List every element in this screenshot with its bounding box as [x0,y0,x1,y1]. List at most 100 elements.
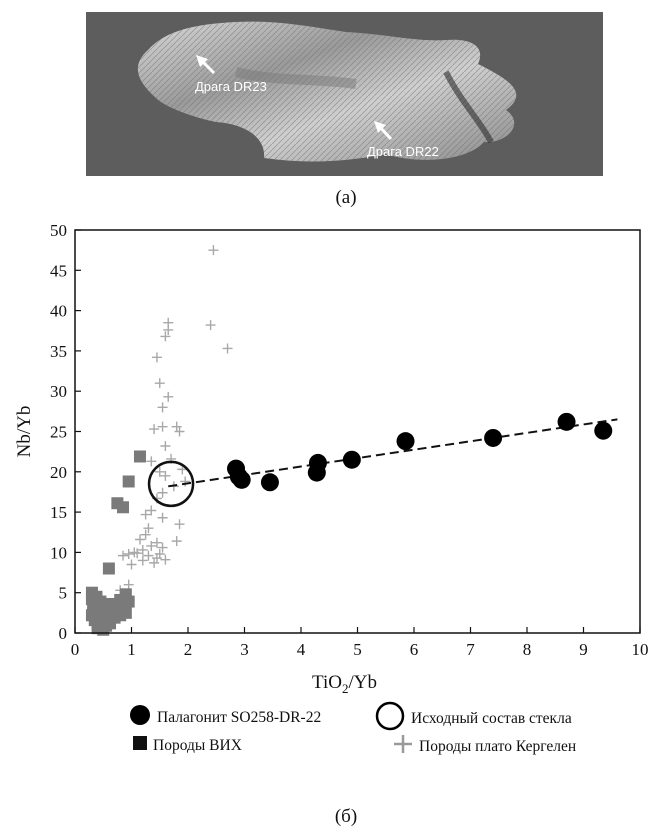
kerguelen-point [171,536,182,547]
kerguelen-point [151,537,162,548]
kerguelen-point [140,529,151,540]
x-tick-label: 9 [579,640,588,659]
palagonite-point [307,463,326,482]
kerguelen-point [132,548,143,559]
kerguelen-point [146,505,157,516]
kerguelen-point [157,487,168,498]
kerguelen-point [157,542,168,553]
filled-circle-icon [129,704,151,731]
y-tick-label: 0 [59,624,68,643]
chart-legend: Палагонит SO258-DR-22 Исходный состав ст… [0,700,652,780]
palagonite-point [342,450,361,469]
open-circle-icon [375,701,405,736]
y-tick-label: 20 [50,463,67,482]
y-tick-label: 5 [59,584,68,603]
vih-point [102,562,115,575]
palagonite-point [594,421,613,440]
palagonite-point [232,470,251,489]
kerguelen-point [160,331,171,342]
kerguelen-point [160,441,171,452]
square-icon [133,736,147,755]
bathymetry-map: Драга DR23 Драга DR22 [86,12,603,176]
y-tick-label: 40 [50,302,67,321]
panel-b-caption: (б) [334,806,358,827]
kerguelen-point [154,378,165,389]
kerguelen-point [140,509,151,520]
relief-shape [137,21,517,162]
y-tick-label: 15 [50,503,67,522]
y-tick-label: 35 [50,342,67,361]
kerguelen-point [134,534,145,545]
x-tick-label: 6 [410,640,419,659]
kerguelen-point [123,549,134,560]
palagonite-point [484,428,503,447]
x-axis-title: TiO2/Yb [312,672,377,695]
kerguelen-point [146,540,157,551]
kerguelen-point [146,456,157,467]
vih-point [122,595,135,608]
legend-item-initial-glass: Исходный состав стекла [375,701,572,736]
kerguelen-point [118,550,129,561]
x-tick-label: 2 [184,640,193,659]
y-tick-label: 30 [50,382,67,401]
x-tick-label: 3 [240,640,249,659]
legend-label-initial-glass: Исходный состав стекла [411,709,572,727]
palagonite-point [396,432,415,451]
vih-point [122,475,135,488]
kerguelen-point [154,466,165,477]
legend-item-vih: Породы ВИХ [133,736,242,755]
kerguelen-point [160,554,171,565]
x-tick-label: 10 [632,640,649,659]
y-tick-label: 45 [50,261,67,280]
legend-label-vih: Породы ВИХ [153,736,242,754]
y-axis-title: Nb/Yb [14,406,35,458]
kerguelen-point [174,426,185,437]
vih-point [117,501,130,514]
kerguelen-point [180,476,191,487]
kerguelen-point [143,523,154,534]
legend-item-kerguelen: Породы плато Кергелен [393,734,576,759]
y-tick-label: 50 [50,221,67,240]
legend-label-kerguelen: Породы плато Кергелен [419,737,577,755]
palagonite-point [260,473,279,492]
kerguelen-point [157,402,168,413]
kerguelen-point [163,324,174,335]
kerguelen-point [157,421,168,432]
kerguelen-point [137,555,148,566]
kerguelen-point [149,557,160,568]
kerguelen-point [208,245,219,256]
vih-point [90,590,103,603]
legend-item-palagonite: Палагонит SO258-DR-22 [129,704,321,731]
x-tick-label: 7 [466,640,475,659]
dredge-dr23-label: Драга DR23 [195,79,267,94]
dredge-dr22-label: Драга DR22 [367,144,439,159]
kerguelen-point [151,352,162,363]
legend-label-palagonite: Палагонит SO258-DR-22 [157,708,322,726]
kerguelen-point [222,343,233,354]
kerguelen-point [143,550,154,561]
x-tick-label: 0 [71,640,80,659]
y-tick-label: 25 [50,423,67,442]
kerguelen-point [163,391,174,402]
plot-frame [74,229,641,634]
palagonite-point [557,412,576,431]
kerguelen-point [126,559,137,570]
vih-point [133,450,146,463]
x-tick-label: 8 [523,640,532,659]
kerguelen-point [137,544,148,555]
vih-point [104,617,117,630]
kerguelen-point [205,320,216,331]
panel-a-caption: (а) [335,187,357,208]
x-tick-label: 4 [297,640,306,659]
kerguelen-point [149,424,160,435]
kerguelen-point [160,470,171,481]
x-tick-label: 1 [127,640,136,659]
kerguelen-point [157,512,168,523]
x-tick-label: 5 [353,640,362,659]
kerguelen-point [123,579,134,590]
initial-glass-point [147,460,195,508]
plus-icon [393,734,413,759]
vih-point [114,609,127,622]
y-tick-label: 10 [50,543,67,562]
